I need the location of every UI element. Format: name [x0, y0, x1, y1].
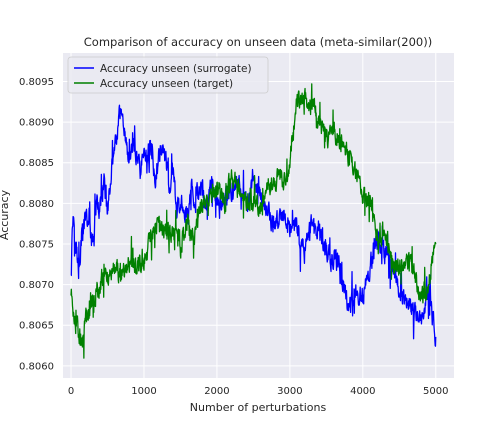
series-line — [70, 104, 437, 347]
y-tick-label: 0.8085 — [19, 158, 54, 169]
y-tick-label: 0.8065 — [19, 321, 54, 332]
x-axis-label: Number of perturbations — [190, 401, 327, 414]
chart-title: Comparison of accuracy on unseen data (m… — [84, 35, 432, 49]
legend: Accuracy unseen (surrogate) Accuracy unse… — [67, 56, 269, 94]
x-tick-label: 3000 — [277, 386, 302, 397]
y-tick-label: 0.8075 — [19, 239, 54, 250]
x-tick-label: 4000 — [350, 386, 375, 397]
legend-label: Accuracy unseen (surrogate) — [100, 63, 252, 75]
legend-box — [67, 56, 269, 94]
legend-label: Accuracy unseen (target) — [100, 78, 233, 90]
y-tick-label: 0.8060 — [19, 361, 54, 372]
x-tick-labels: 0 1000 2000 3000 4000 5000 — [68, 386, 449, 397]
x-tick-label: 1000 — [131, 386, 156, 397]
y-axis-label: Accuracy — [0, 189, 11, 240]
y-tick-label: 0.8080 — [19, 199, 54, 210]
x-tick-label: 2000 — [204, 386, 229, 397]
x-tick-label: 5000 — [423, 386, 448, 397]
y-tick-label: 0.8090 — [19, 118, 54, 129]
x-tick-label: 0 — [68, 386, 74, 397]
y-tick-labels: 0.8060 0.8065 0.8070 0.8075 0.8080 0.8085 0.80… — [19, 77, 54, 372]
y-tick-label: 0.8095 — [19, 77, 54, 88]
y-tick-label: 0.8070 — [19, 280, 54, 291]
series-line — [70, 83, 437, 359]
series-lines — [70, 83, 437, 359]
